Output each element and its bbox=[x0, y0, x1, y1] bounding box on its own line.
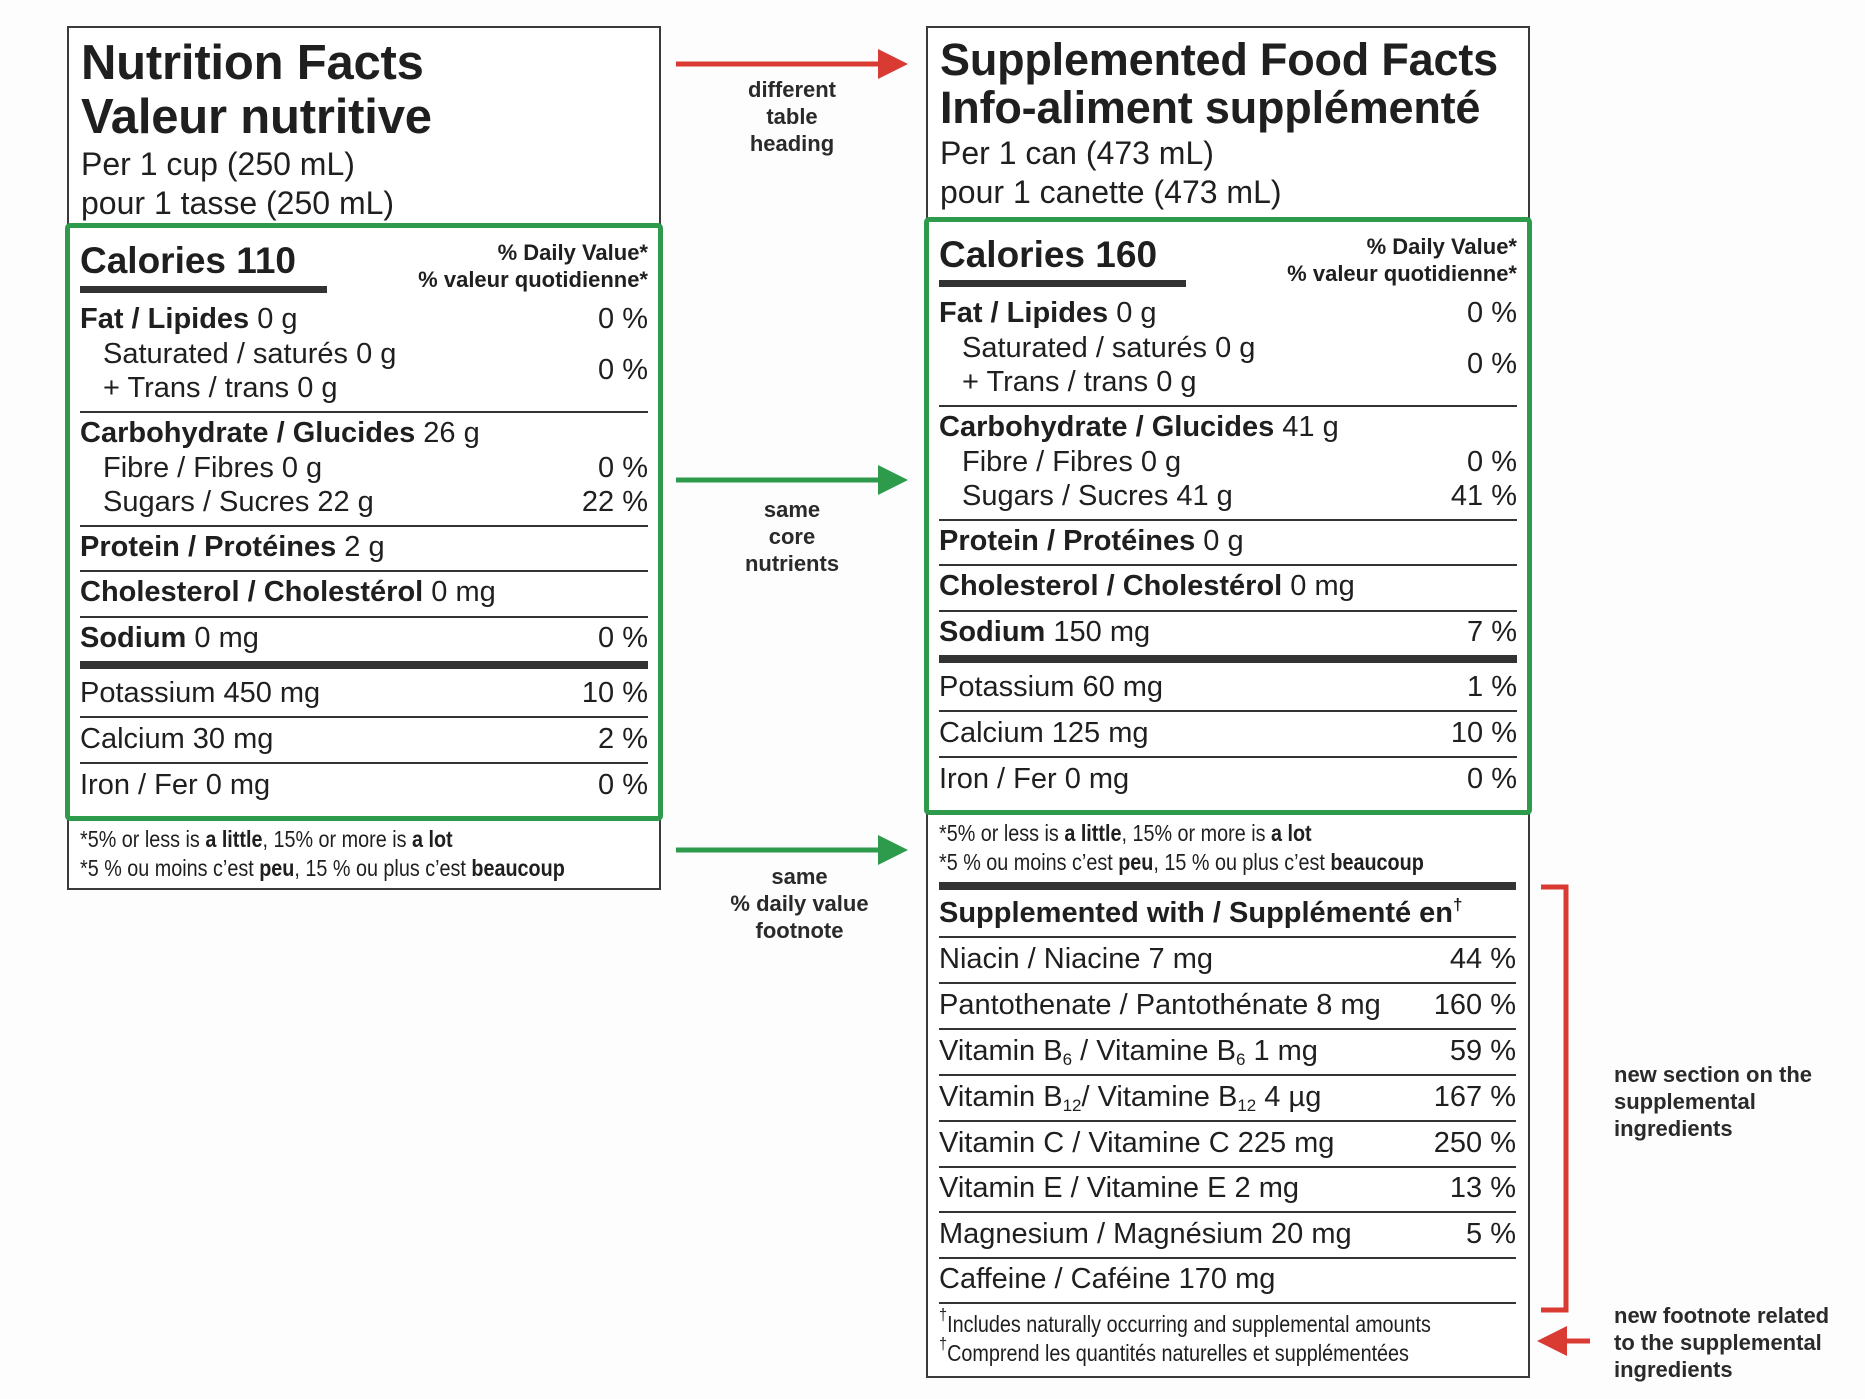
left-title-fr: Valeur nutritive bbox=[81, 89, 432, 144]
right-dv-en: % Daily Value* bbox=[1366, 234, 1517, 259]
right-daily-value-header: % Daily Value* % valeur quotidienne* bbox=[1287, 234, 1517, 288]
vitamin-b6-row: Vitamin B6 / Vitamine B6 1 mg 59 % bbox=[939, 1035, 1516, 1069]
left-sat-trans-percent: 0 % bbox=[598, 354, 648, 386]
new-section-label: new section on the supplemental ingredient… bbox=[1614, 1062, 1813, 1141]
new-footnote-label: new footnote related to the supplemental i… bbox=[1614, 1303, 1830, 1382]
left-calcium-row: Calcium 30 mg 2 % bbox=[80, 723, 648, 755]
left-core-nutrients-box: Calories 110 % Daily Value* % valeur quo… bbox=[65, 223, 663, 821]
right-serving-en: Per 1 can (473 mL) bbox=[940, 134, 1214, 171]
same-dv-footnote-label: same% daily value footnote bbox=[730, 864, 869, 943]
vitamin-e-row: Vitamin E / Vitamine E 2 mg 13 % bbox=[939, 1172, 1516, 1204]
right-footnote-en: *5% or less is a little, 15% or more is … bbox=[939, 820, 1312, 846]
left-saturated-row: Saturated / saturés 0 g bbox=[103, 338, 397, 370]
right-footnote-fr: *5 % ou moins c’est peu, 15 % ou plus c’… bbox=[939, 849, 1424, 875]
right-calories-bar bbox=[939, 280, 1186, 287]
right-title: Supplemented Food Facts Info-aliment sup… bbox=[940, 34, 1498, 212]
left-calories: Calories 110 bbox=[80, 240, 296, 281]
right-potassium-row: Potassium 60 mg 1 % bbox=[939, 671, 1517, 703]
right-calcium-row: Calcium 125 mg 10 % bbox=[939, 717, 1517, 749]
supplemental-footnote-en: †Includes naturally occurring and supple… bbox=[939, 1305, 1431, 1337]
right-cholesterol-row: Cholesterol / Cholestérol 0 mg bbox=[939, 570, 1355, 602]
right-title-fr: Info-aliment supplémenté bbox=[940, 81, 1481, 133]
left-potassium-row: Potassium 450 mg 10 % bbox=[80, 677, 648, 709]
different-heading-label: different table heading bbox=[748, 77, 836, 156]
right-protein-row: Protein / Protéines 0 g bbox=[939, 525, 1244, 557]
left-sodium-row: Sodium 0 mg 0 % bbox=[80, 622, 648, 654]
vitamin-b12-row: Vitamin B12/ Vitamine B12 4 µg 167 % bbox=[939, 1081, 1516, 1115]
left-iron-row: Iron / Fer 0 mg 0 % bbox=[80, 769, 648, 801]
left-trans-row: + Trans / trans 0 g bbox=[103, 372, 338, 404]
right-iron-row: Iron / Fer 0 mg 0 % bbox=[939, 763, 1517, 795]
left-serving-fr: pour 1 tasse (250 mL) bbox=[81, 184, 395, 221]
right-calories: Calories 160 bbox=[939, 234, 1158, 275]
left-footnote-en: *5% or less is a little, 15% or more is … bbox=[80, 826, 453, 852]
nutrition-facts-table: Nutrition Facts Valeur nutritive Per 1 c… bbox=[67, 26, 661, 890]
left-serving-en: Per 1 cup (250 mL) bbox=[81, 145, 355, 182]
left-dv-en: % Daily Value* bbox=[497, 240, 648, 265]
caffeine-row: Caffeine / Caféine 170 mg bbox=[939, 1263, 1276, 1295]
right-serving-fr: pour 1 canette (473 mL) bbox=[940, 173, 1282, 210]
magnesium-row: Magnesium / Magnésium 20 mg 5 % bbox=[939, 1218, 1516, 1250]
left-calories-bar bbox=[80, 286, 327, 293]
left-protein-row: Protein / Protéines 2 g bbox=[80, 531, 385, 563]
niacin-row: Niacin / Niacine 7 mg 44 % bbox=[939, 943, 1516, 975]
right-title-en: Supplemented Food Facts bbox=[940, 34, 1498, 85]
right-carb-row: Carbohydrate / Glucides 41 g bbox=[939, 411, 1339, 443]
supplemental-bracket bbox=[1541, 884, 1569, 1313]
left-title: Nutrition Facts Valeur nutritive Per 1 c… bbox=[81, 38, 432, 223]
right-core-nutrients-box: Calories 160 % Daily Value* % valeur quo… bbox=[924, 217, 1532, 815]
right-sodium-row: Sodium 150 mg 7 % bbox=[939, 616, 1517, 648]
left-daily-value-header: % Daily Value* % valeur quotidienne* bbox=[418, 240, 648, 294]
right-saturated-row: Saturated / saturés 0 g bbox=[962, 332, 1256, 364]
supplemental-footnote-fr: †Comprend les quantités naturelles et su… bbox=[939, 1334, 1409, 1366]
right-sat-trans-percent: 0 % bbox=[1467, 348, 1517, 380]
vitamin-c-row: Vitamin C / Vitamine C 225 mg 250 % bbox=[939, 1127, 1516, 1159]
right-trans-row: + Trans / trans 0 g bbox=[962, 366, 1197, 398]
right-sugars-row: Sugars / Sucres 41 g 41 % bbox=[962, 480, 1517, 512]
left-footnote-fr: *5 % ou moins c’est peu, 15 % ou plus c’… bbox=[80, 855, 565, 881]
same-core-nutrients-label: same core nutrients bbox=[744, 497, 840, 576]
right-dv-fr: % valeur quotidienne* bbox=[1287, 260, 1517, 286]
pantothenate-row: Pantothenate / Pantothénate 8 mg 160 % bbox=[939, 989, 1516, 1021]
left-title-en: Nutrition Facts bbox=[81, 36, 424, 90]
left-cholesterol-row: Cholesterol / Cholestérol 0 mg bbox=[80, 576, 496, 608]
left-sugars-row: Sugars / Sucres 22 g 22 % bbox=[103, 486, 648, 518]
supplemented-heading: Supplemented with / Supplémenté en† bbox=[939, 895, 1463, 929]
left-carb-row: Carbohydrate / Glucides 26 g bbox=[80, 417, 480, 449]
left-dv-fr: % valeur quotidienne* bbox=[418, 266, 648, 292]
supplemented-section: Supplemented with / Supplémenté en† Niac… bbox=[939, 882, 1516, 1372]
